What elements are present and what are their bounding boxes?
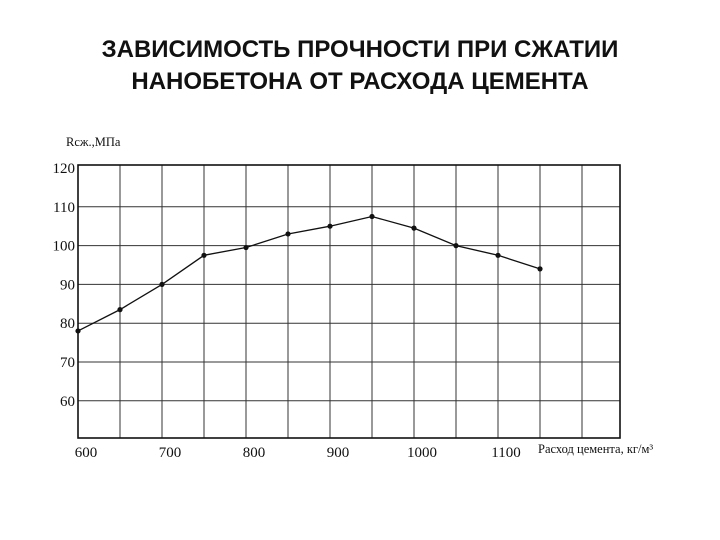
title-line-2: НАНОБЕТОНА ОТ РАСХОДА ЦЕМЕНТА: [131, 68, 589, 95]
data-point: [117, 307, 123, 313]
data-point: [495, 252, 501, 258]
x-tick-label: 600: [75, 445, 98, 461]
data-point: [201, 252, 207, 258]
y-tick-label: 70: [60, 355, 75, 371]
y-tick-label: 60: [60, 394, 75, 410]
tick-labels: 60 70 80 90 100 110 120 600 700 800 900 1000 1100: [53, 161, 521, 461]
x-axis-label: Расход цемента, кг/м³: [538, 442, 653, 456]
grid: [78, 165, 620, 438]
data-point: [285, 231, 291, 237]
series: [75, 213, 543, 334]
x-tick-label: 700: [159, 445, 182, 461]
data-point: [159, 281, 165, 287]
plot-border: [77, 164, 621, 439]
y-tick-label: 120: [53, 161, 76, 177]
x-tick-label: 1100: [491, 445, 520, 461]
data-point: [75, 328, 81, 334]
data-point: [537, 266, 543, 272]
data-point: [327, 223, 333, 229]
data-point: [453, 243, 459, 249]
x-tick-label: 1000: [407, 445, 437, 461]
data-point: [411, 225, 417, 231]
y-axis-label: Rсж.,МПа: [66, 135, 121, 149]
x-tick-label: 900: [327, 445, 350, 461]
data-point: [369, 213, 375, 220]
y-tick-label: 80: [60, 316, 75, 332]
y-tick-label: 110: [53, 200, 75, 216]
y-tick-label: 90: [60, 277, 75, 293]
series-line: [77, 215, 541, 332]
x-tick-label: 800: [243, 445, 266, 461]
slide-title: ЗАВИСИМОСТЬ ПРОЧНОСТИ ПРИ СЖАТИИ НАНОБЕТ…: [0, 34, 720, 98]
chart-frame: [77, 164, 621, 439]
title-line-1: ЗАВИСИМОСТЬ ПРОЧНОСТИ ПРИ СЖАТИИ: [101, 36, 619, 63]
data-point: [243, 244, 249, 251]
y-tick-label: 100: [53, 239, 76, 255]
